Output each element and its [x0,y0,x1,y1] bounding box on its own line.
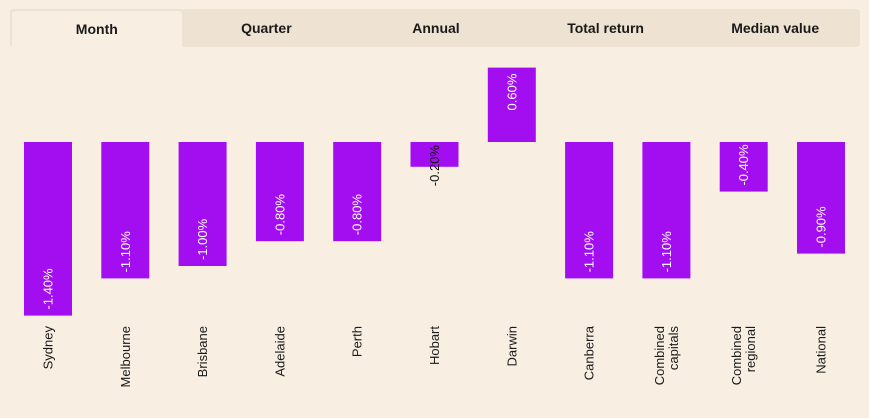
category-label: Melbourne [118,326,133,387]
value-label: -0.90% [814,206,829,248]
bar-brisbane [178,142,227,266]
value-label: -1.10% [659,231,674,273]
category-label: Adelaide [272,326,287,377]
value-label: -0.80% [272,194,287,236]
category-label: capitals [666,326,681,371]
bar-canberra [565,142,614,279]
tab-month[interactable]: Month [12,11,182,47]
category-label: Combined [652,326,667,385]
bar-perth [333,142,382,242]
category-label: National [814,326,829,374]
bar-combined-capitals [642,142,691,279]
value-label: -0.80% [350,194,365,236]
bar-melbourne [101,142,150,279]
category-label: Brisbane [195,326,210,377]
bar-hobart [410,142,459,167]
tab-median-value[interactable]: Median value [731,20,820,36]
bar-national [797,142,845,254]
value-label: -1.40% [41,268,56,310]
category-label: Canberra [582,325,597,380]
tab-annual[interactable]: Annual [412,20,460,36]
bar-combined-regional [719,142,768,192]
value-label: -1.10% [582,231,597,273]
tab-total-return[interactable]: Total return [567,20,644,36]
category-label: Sydney [41,326,56,370]
category-label: Combined [729,326,744,385]
bar-adelaide [255,142,304,242]
category-label: Perth [350,326,365,357]
value-label: -0.20% [427,145,442,187]
tab-quarter[interactable]: Quarter [241,20,292,36]
category-label: regional [743,326,758,372]
bar-darwin [487,67,536,142]
category-label: Darwin [504,326,519,366]
value-label: -0.40% [736,144,751,186]
value-label: -1.00% [195,218,210,260]
period-tab-bar: Month Quarter Annual Total return Median… [10,9,860,47]
value-label: -1.10% [118,231,133,273]
category-label: Hobart [427,326,442,365]
value-label: 0.60% [504,73,519,110]
bar-sydney [24,142,72,316]
